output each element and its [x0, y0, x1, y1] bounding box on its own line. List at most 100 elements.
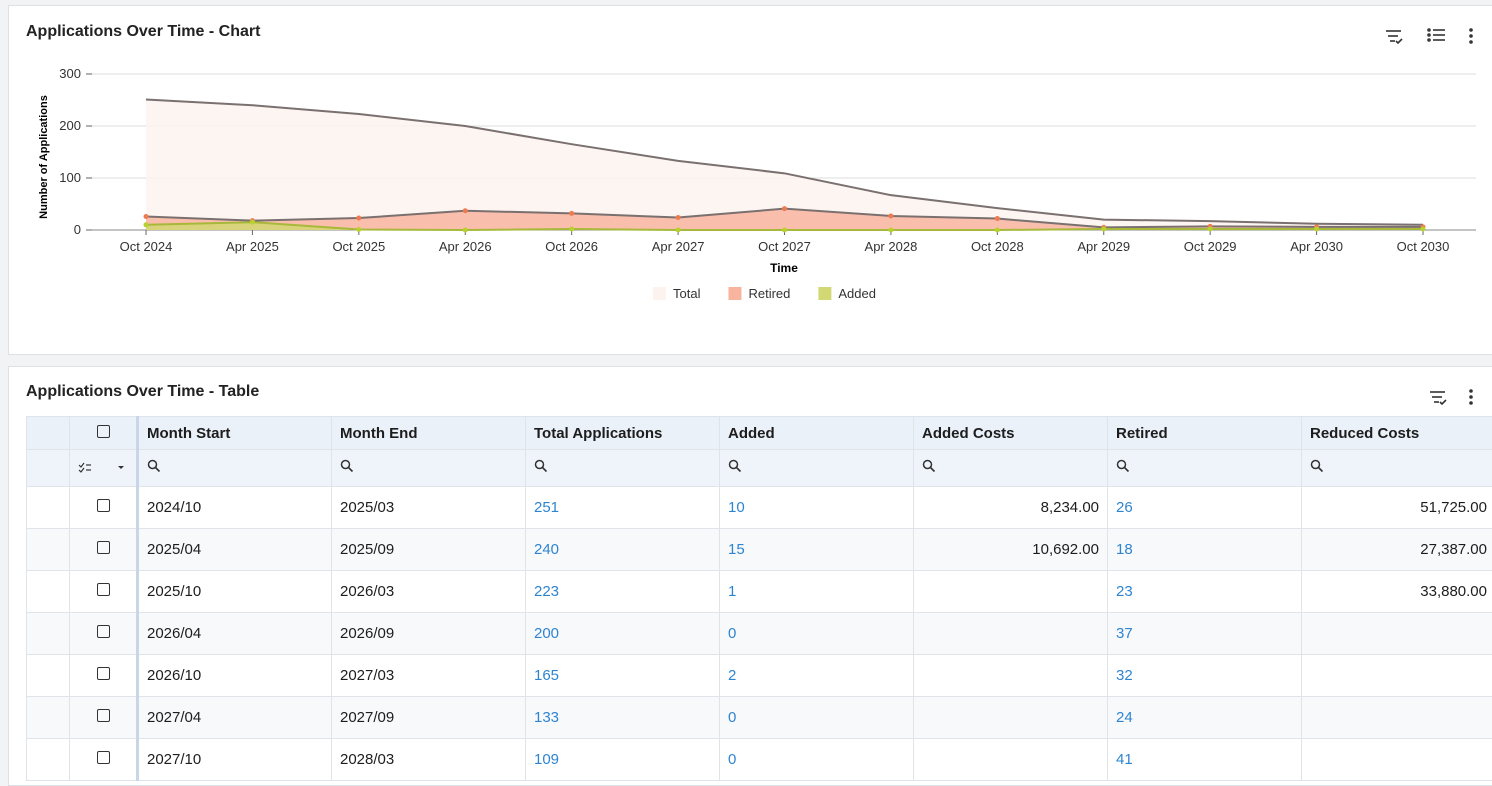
column-header[interactable]: Total Applications: [526, 417, 720, 450]
cell-link[interactable]: 15: [720, 529, 914, 571]
row-select[interactable]: [70, 739, 138, 781]
search-icon[interactable]: [147, 459, 161, 473]
cell: [914, 613, 1108, 655]
cell-link[interactable]: 37: [1108, 613, 1302, 655]
x-tick-label: Apr 2028: [865, 239, 918, 254]
cell-link[interactable]: 223: [526, 571, 720, 613]
point: [463, 208, 468, 213]
row-select[interactable]: [70, 655, 138, 697]
cell-link[interactable]: 23: [1108, 571, 1302, 613]
gutter: [27, 487, 70, 529]
checkbox[interactable]: [97, 751, 110, 764]
row-select[interactable]: [70, 529, 138, 571]
cell-link[interactable]: 1: [720, 571, 914, 613]
search-icon[interactable]: [534, 459, 548, 473]
cell: 33,880.00: [1302, 571, 1492, 613]
row-select[interactable]: [70, 697, 138, 739]
checkbox[interactable]: [97, 709, 110, 722]
gutter: [27, 739, 70, 781]
search-icon[interactable]: [340, 459, 354, 473]
checkbox[interactable]: [97, 541, 110, 554]
column-search[interactable]: [138, 450, 332, 487]
point: [569, 226, 574, 231]
column-header[interactable]: Month End: [332, 417, 526, 450]
selection-icon[interactable]: [78, 461, 128, 473]
row-select[interactable]: [70, 571, 138, 613]
y-axis-label: Number of Applications: [38, 95, 50, 219]
column-search[interactable]: [1108, 450, 1302, 487]
cell-link[interactable]: 251: [526, 487, 720, 529]
cell-link[interactable]: 109: [526, 739, 720, 781]
cell: [914, 571, 1108, 613]
cell-link[interactable]: 0: [720, 739, 914, 781]
cell-link[interactable]: 165: [526, 655, 720, 697]
search-icon[interactable]: [1310, 459, 1324, 473]
cell: 27,387.00: [1302, 529, 1492, 571]
panel-toolbar[interactable]: [1429, 387, 1489, 411]
column-search[interactable]: [914, 450, 1108, 487]
row-select[interactable]: [70, 487, 138, 529]
cell: 2026/03: [332, 571, 526, 613]
search-icon[interactable]: [1116, 459, 1130, 473]
checkbox[interactable]: [97, 499, 110, 512]
cell-link[interactable]: 41: [1108, 739, 1302, 781]
cell-link[interactable]: 240: [526, 529, 720, 571]
column-header[interactable]: Reduced Costs: [1302, 417, 1492, 450]
search-icon[interactable]: [728, 459, 742, 473]
cell-link[interactable]: 10: [720, 487, 914, 529]
point: [1314, 226, 1319, 231]
point: [782, 206, 787, 211]
cell-link[interactable]: 200: [526, 613, 720, 655]
cell-link[interactable]: 26: [1108, 487, 1302, 529]
column-header[interactable]: Added: [720, 417, 914, 450]
select-all[interactable]: [70, 417, 138, 450]
gutter: [27, 450, 70, 487]
cell: [914, 655, 1108, 697]
cell: 2025/09: [332, 529, 526, 571]
checkbox[interactable]: [97, 625, 110, 638]
cell-link[interactable]: 24: [1108, 697, 1302, 739]
cell-link[interactable]: 2: [720, 655, 914, 697]
cell: 2027/04: [138, 697, 332, 739]
x-tick-label: Apr 2026: [439, 239, 492, 254]
selection-filter[interactable]: [70, 450, 138, 487]
cell-link[interactable]: 32: [1108, 655, 1302, 697]
column-header[interactable]: Retired: [1108, 417, 1302, 450]
cell: 2025/04: [138, 529, 332, 571]
checkbox[interactable]: [97, 667, 110, 680]
column-search[interactable]: [1302, 450, 1492, 487]
cell: [1302, 613, 1492, 655]
point: [995, 228, 1000, 233]
checkbox[interactable]: [97, 583, 110, 596]
column-search[interactable]: [720, 450, 914, 487]
column-search[interactable]: [526, 450, 720, 487]
column-search[interactable]: [332, 450, 526, 487]
cell-link[interactable]: 18: [1108, 529, 1302, 571]
x-tick-label: Oct 2030: [1397, 239, 1450, 254]
cell: 51,725.00: [1302, 487, 1492, 529]
cell: 2025/10: [138, 571, 332, 613]
cell: 2026/04: [138, 613, 332, 655]
cell-link[interactable]: 133: [526, 697, 720, 739]
cell-link[interactable]: 0: [720, 697, 914, 739]
column-header[interactable]: Added Costs: [914, 417, 1108, 450]
cell: 2028/03: [332, 739, 526, 781]
x-tick-label: Apr 2027: [652, 239, 705, 254]
cell: 8,234.00: [914, 487, 1108, 529]
checkbox[interactable]: [97, 425, 110, 438]
gutter: [27, 697, 70, 739]
y-tick-label: 0: [74, 222, 81, 237]
row-select[interactable]: [70, 613, 138, 655]
cell-link[interactable]: 0: [720, 613, 914, 655]
search-icon[interactable]: [922, 459, 936, 473]
legend-swatch: [818, 287, 831, 300]
cell: [1302, 655, 1492, 697]
column-header[interactable]: Month Start: [138, 417, 332, 450]
